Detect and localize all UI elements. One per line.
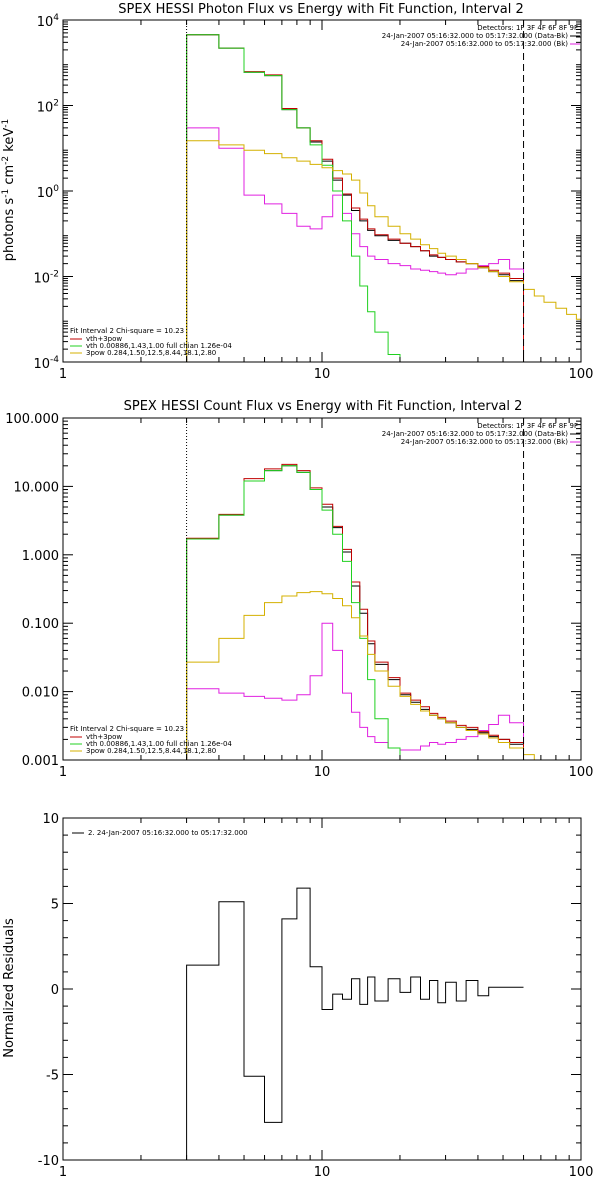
x-tick-label: 1: [59, 1165, 67, 1180]
legend-fit-chi: Fit Interval 2 Chi-square = 10.23: [70, 327, 184, 335]
y-tick-label: 0.010: [22, 686, 59, 701]
legend-fit-vth3pow: vth+3pow: [86, 335, 122, 343]
legend-header: Detectors: 1F 3F 4F 6F 8F 9F 24-Jan-2007…: [382, 422, 580, 446]
series-3pow-0-284-1-50-12-5-8-44-18-1-2-80: [186, 591, 545, 760]
y-tick-label: 5: [51, 898, 59, 913]
y-tick-label: 1.000: [22, 549, 59, 564]
series-vth-3pow: [186, 463, 524, 760]
x-tick-label: 100: [569, 765, 594, 780]
x-tick-label: 10: [314, 1165, 331, 1180]
legend-fit-3pow: 3pow 0.284,1.50,12.5,8.44,18.1,2.80: [86, 349, 216, 357]
count-panel: SPEX HESSI Count Flux vs Energy with Fit…: [5, 399, 594, 780]
legend-entry-bk: 24-Jan-2007 05:16:32.000 to 05:17:32.000…: [401, 40, 569, 48]
y-axis-label: photons s-1 cm-2 keV-1: [1, 119, 17, 261]
y-tick-label: -10: [38, 1154, 59, 1169]
plot-frame: [62, 417, 582, 761]
legend-header: Detectors: 1F 3F 4F 6F 8F 9F 24-Jan-2007…: [382, 24, 580, 48]
y-tick-label: 104: [37, 13, 60, 30]
legend-fit: Fit Interval 2 Chi-square = 10.23 vth+3p…: [70, 327, 232, 357]
series-vth-3pow: [186, 34, 524, 362]
x-tick-label: 1: [59, 367, 67, 382]
legend-fit-vth: vth 0.00886,1.43,1.00 full chian 1.26e-0…: [86, 342, 232, 350]
series-vth-0-00886-1-43-1-00: [186, 34, 401, 362]
photon-panel: SPEX HESSI Photon Flux vs Energy with Fi…: [1, 2, 594, 382]
legend-fit: Fit Interval 2 Chi-square = 10.23 vth+3p…: [70, 725, 232, 755]
x-tick-label: 10: [314, 367, 331, 382]
legend-entry-data-bk: 24-Jan-2007 05:16:32.000 to 05:17:32.000…: [382, 430, 569, 438]
y-tick-label: 10-2: [33, 270, 59, 287]
y-tick-label: -5: [46, 1069, 59, 1084]
series-vth-0-00886-1-43-1-00: [186, 465, 401, 760]
residuals-panel: Normalized Residuals 1 10 100 -10 -5 0 5 10 2. …: [2, 812, 594, 1180]
legend-detectors: Detectors: 1F 3F 4F 6F 8F 9F: [477, 422, 578, 430]
y-tick-label: 10-4: [33, 355, 59, 372]
x-tick-label: 10: [314, 765, 331, 780]
series-24-jan-2007-05-16-32-000-to-05-17-32-000-data-bk: [186, 465, 524, 760]
y-tick-label: 100: [37, 184, 60, 201]
series-24-jan-2007-05-16-32-000-to-05-17-32-000-data-bk: [186, 34, 524, 362]
y-tick-label: 0.100: [22, 617, 59, 632]
y-tick-label: 102: [37, 99, 59, 116]
legend-fit-vth3pow: vth+3pow: [86, 733, 122, 741]
series-3pow-0-284-1-50-12-5-8-44-18-1-2-80: [186, 140, 581, 362]
x-tick-label: 100: [569, 367, 594, 382]
y-tick-label: 10.000: [14, 480, 60, 495]
plot-frame: [62, 19, 582, 363]
legend-detectors: Detectors: 1F 3F 4F 6F 8F 9F: [477, 24, 578, 32]
series-24-jan-2007-05-16-32-000-to-05-17-32-000-bk: [186, 622, 524, 760]
y-axis-label: Normalized Residuals: [2, 918, 17, 1058]
series-2-24-jan-2007-05-16-32-000-to-05-17-32-000: [186, 887, 524, 1160]
y-tick-label: 100.000: [5, 412, 59, 427]
chart-title: SPEX HESSI Photon Flux vs Energy with Fi…: [118, 2, 524, 17]
legend-fit-vth: vth 0.00886,1.43,1.00 full chian 1.26e-0…: [86, 740, 232, 748]
legend-fit-3pow: 3pow 0.284,1.50,12.5,8.44,18.1,2.80: [86, 747, 216, 755]
legend-header: 2. 24-Jan-2007 05:16:32.000 to 05:17:32.…: [72, 829, 248, 837]
x-tick-label: 1: [59, 765, 67, 780]
x-tick-label: 100: [569, 1165, 594, 1180]
y-tick-label: 0: [51, 983, 59, 998]
y-tick-label: 0.001: [22, 754, 59, 769]
y-tick-label: 10: [42, 812, 59, 827]
legend-entry-bk: 24-Jan-2007 05:16:32.000 to 05:17:32.000…: [401, 438, 569, 446]
series-24-jan-2007-05-16-32-000-to-05-17-32-000-bk: [186, 127, 524, 362]
legend-entry-data-bk: 24-Jan-2007 05:16:32.000 to 05:17:32.000…: [382, 32, 569, 40]
legend-entry-resid: 2. 24-Jan-2007 05:16:32.000 to 05:17:32.…: [88, 829, 248, 837]
chart-title: SPEX HESSI Count Flux vs Energy with Fit…: [124, 399, 523, 414]
legend-fit-chi: Fit Interval 2 Chi-square = 10.23: [70, 725, 184, 733]
